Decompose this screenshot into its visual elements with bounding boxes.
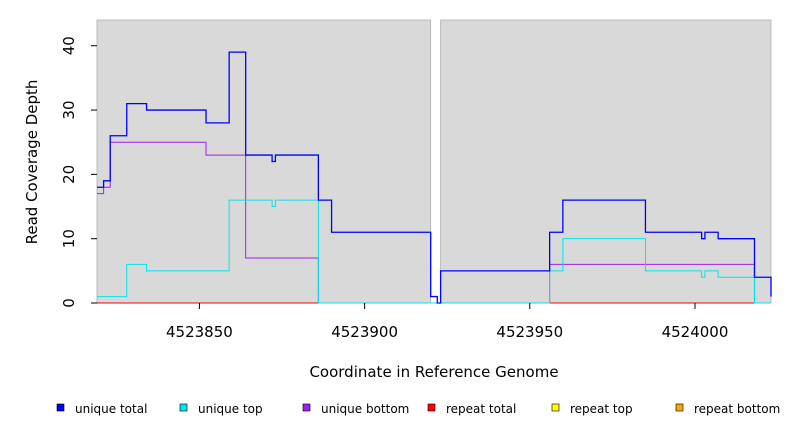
x-tick-label: 4523950 — [496, 323, 563, 341]
y-tick-label: 0 — [60, 298, 78, 308]
y-tick-label: 10 — [60, 229, 78, 248]
x-tick-label: 4524000 — [662, 323, 729, 341]
legend-label-unique-total: unique total — [75, 402, 147, 416]
x-tick-label: 4523900 — [331, 323, 398, 341]
legend-swatch-repeat-top — [551, 403, 560, 412]
series-unique-top-line — [97, 199, 771, 304]
series-unique-bottom-line — [97, 141, 771, 304]
series-lines — [97, 51, 772, 304]
y-tick-label: 30 — [60, 100, 78, 119]
legend-label-repeat-top: repeat top — [570, 402, 633, 416]
legend: unique total unique top unique bottom repea… — [56, 402, 780, 416]
plot-panel-1 — [96, 19, 432, 304]
legend-label-unique-top: unique top — [198, 402, 263, 416]
x-tick-label: 4523850 — [166, 323, 233, 341]
legend-swatch-unique-bottom — [302, 403, 311, 412]
legend-label-repeat-bottom: repeat bottom — [694, 402, 780, 416]
y-tick-label: 40 — [60, 36, 78, 55]
y-axis-title: Read Coverage Depth — [23, 80, 41, 245]
y-tick-label: 20 — [60, 165, 78, 184]
legend-swatch-repeat-total — [427, 403, 436, 412]
legend-swatch-repeat-bottom — [675, 403, 684, 412]
legend-swatch-unique-top — [179, 403, 188, 412]
plot-panels — [96, 19, 772, 304]
series-unique-total-line — [97, 51, 772, 304]
plot-panel-2 — [440, 19, 772, 304]
legend-label-repeat-total: repeat total — [446, 402, 516, 416]
legend-swatch-unique-total — [56, 403, 65, 412]
legend-label-unique-bottom: unique bottom — [321, 402, 409, 416]
axes: 0 10 20 30 40 4523850 4523900 4523950 4524000 — [60, 36, 728, 341]
x-axis-title: Coordinate in Reference Genome — [309, 363, 558, 381]
